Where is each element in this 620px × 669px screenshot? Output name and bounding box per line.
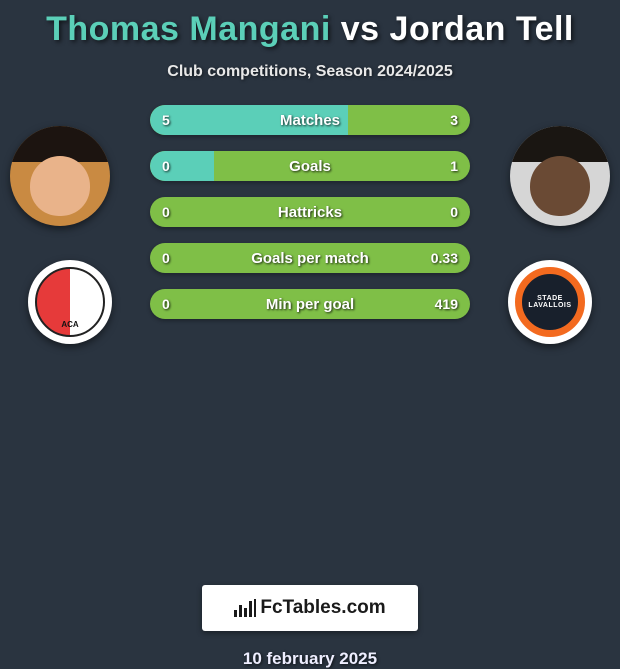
stat-label: Min per goal <box>266 296 354 313</box>
stats-bars-container: 5 3 Matches 0 1 Goals 0 0 Hattricks 0 0.33 Goals pe… <box>150 105 470 335</box>
page-title: Thomas Mangani vs Jordan Tell <box>0 0 620 49</box>
stat-label: Goals <box>289 158 331 175</box>
stat-value-left: 0 <box>162 250 170 266</box>
bar-chart-icon <box>234 599 256 617</box>
stat-value-left: 5 <box>162 112 170 128</box>
stat-label: Hattricks <box>278 204 342 221</box>
player1-name: Thomas Mangani <box>46 10 331 48</box>
stat-value-right: 0 <box>450 204 458 220</box>
stat-row: 0 0.33 Goals per match <box>150 243 470 273</box>
stat-row: 0 1 Goals <box>150 151 470 181</box>
stat-value-right: 0.33 <box>431 250 458 266</box>
stat-fill-left <box>150 151 214 181</box>
stat-value-left: 0 <box>162 204 170 220</box>
stat-label: Goals per match <box>251 250 369 267</box>
stat-value-right: 419 <box>435 296 458 312</box>
vs-separator: vs <box>331 10 390 48</box>
subtitle: Club competitions, Season 2024/2025 <box>0 63 620 81</box>
stat-label: Matches <box>280 112 340 129</box>
branding-text: FcTables.com <box>260 597 385 619</box>
stat-value-right: 3 <box>450 112 458 128</box>
player2-name: Jordan Tell <box>390 10 574 48</box>
stat-row: 0 0 Hattricks <box>150 197 470 227</box>
stat-value-right: 1 <box>450 158 458 174</box>
snapshot-date: 10 february 2025 <box>0 649 620 669</box>
stat-row: 0 419 Min per goal <box>150 289 470 319</box>
stat-value-left: 0 <box>162 296 170 312</box>
stat-row: 5 3 Matches <box>150 105 470 135</box>
stat-value-left: 0 <box>162 158 170 174</box>
branding-badge: FcTables.com <box>202 585 418 631</box>
stats-section: 5 3 Matches 0 1 Goals 0 0 Hattricks 0 0.33 Goals pe… <box>0 105 620 345</box>
